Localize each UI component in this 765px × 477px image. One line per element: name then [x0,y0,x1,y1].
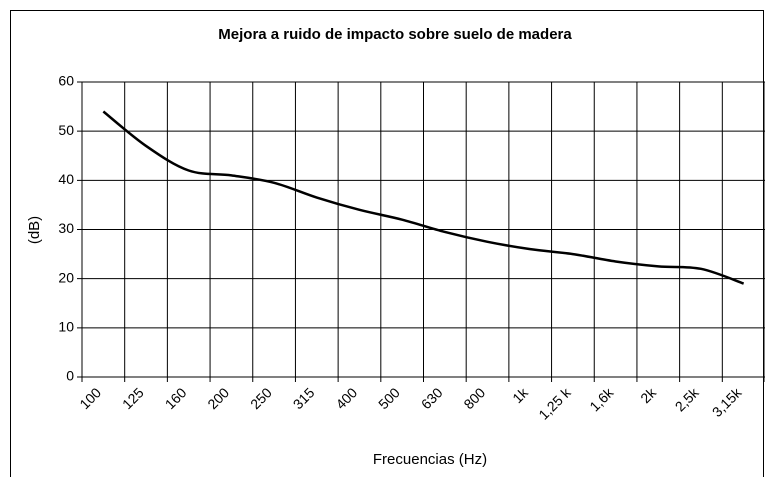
x-tick-label: 160 [162,384,190,412]
y-tick-label: 30 [58,220,74,236]
x-axis-label: Frecuencias (Hz) [373,451,487,468]
line-series [102,110,745,285]
x-tick-label: 630 [418,384,446,412]
x-tick-label: 2,5k [672,384,703,415]
y-tick-label: 20 [58,269,74,285]
x-tick-label: 200 [204,384,232,412]
y-tick-label: 0 [66,368,74,384]
y-axis-label: (dB) [26,216,43,244]
x-tick-label: 125 [119,384,147,412]
y-tick-label: 40 [58,171,74,187]
y-tick-label: 50 [58,122,74,138]
x-tick-label: 315 [290,384,318,412]
x-tick-label: 1,25 k [535,384,574,423]
x-tick-label: 1,6k [586,384,617,415]
x-tick-label: 250 [247,384,275,412]
chart-frame [10,10,764,477]
y-tick-label: 60 [58,73,74,89]
x-tick-label: 1k [509,384,531,406]
x-tick-label: 500 [375,384,403,412]
x-tick-label: 2k [637,384,659,406]
x-tick-label: 800 [460,384,488,412]
x-tick-label: 3,15k [709,384,745,420]
x-tick-label: 400 [332,384,360,412]
x-tick-label: 100 [76,384,104,412]
y-tick-label: 10 [58,319,74,335]
chart-title: Mejora a ruido de impacto sobre suelo de… [218,26,572,43]
